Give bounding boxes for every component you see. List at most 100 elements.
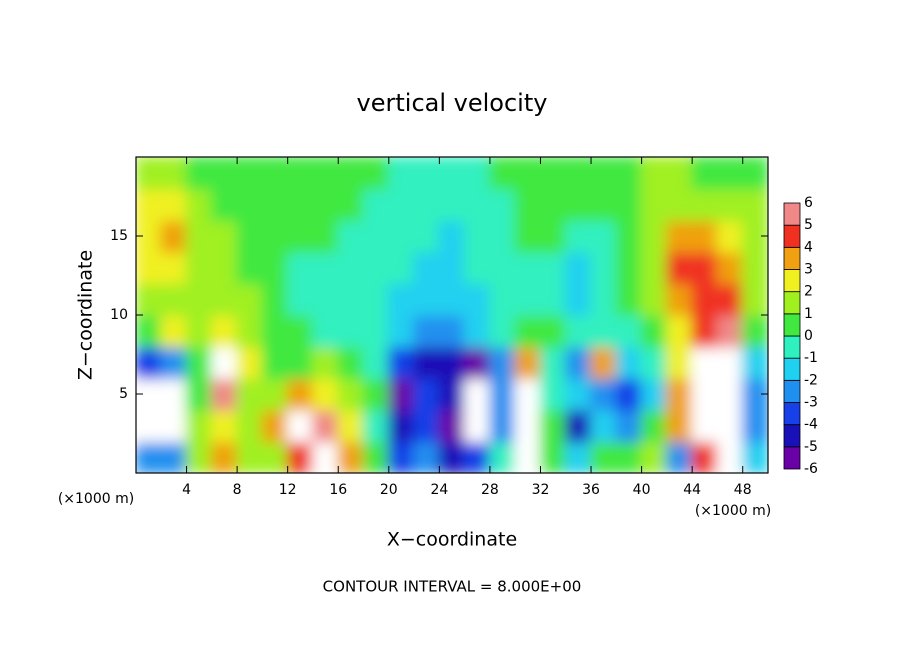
heat-cell [362,440,390,473]
heat-cell [236,314,264,348]
heat-cell [362,157,390,190]
heat-cell [691,250,719,285]
heat-cell [514,408,542,443]
heat-cell [261,187,289,222]
colorbar-swatch [783,424,801,448]
heat-cell [160,250,188,285]
heat-cell [640,314,668,348]
y-unit-label: (×1000 m) [58,491,134,507]
heat-cell [488,377,517,411]
heat-cell [136,345,163,380]
y-tick-label: 15 [110,228,128,244]
heat-cell [514,282,542,316]
heat-cell [716,157,744,190]
chart-title: vertical velocity [357,89,548,117]
colorbar-swatch [783,402,801,426]
x-axis-label: X−coordinate [387,529,517,551]
x-tick-label: 44 [683,482,701,498]
heat-cell [311,282,340,316]
heat-cell [261,377,289,411]
heat-cell [665,345,694,380]
heat-cell [210,314,239,348]
heat-cell [615,157,643,190]
heat-cell [261,345,289,380]
heat-cell [413,377,441,411]
heat-cell [539,377,567,411]
heat-cell [564,377,593,411]
heat-cell [514,157,542,190]
heat-cell [741,408,768,443]
colorbar-label: -4 [804,417,818,433]
heat-cell [413,345,441,380]
heat-cell [337,219,365,253]
heat-cell [716,219,744,253]
heat-cell [615,345,643,380]
heat-cell [413,187,441,222]
heat-cell [261,250,289,285]
heat-cell [136,314,163,348]
heat-cell [716,440,744,473]
heat-cell [590,440,618,473]
heat-cell [463,408,491,443]
heat-cell [488,250,517,285]
heat-cell [741,250,768,285]
heat-cell [463,250,491,285]
colorbar-label: 4 [804,239,813,255]
heat-cell [539,187,567,222]
heat-cell [615,377,643,411]
heat-cell [640,157,668,190]
x-tick-label: 12 [279,482,297,498]
heat-cell [539,345,567,380]
heat-cell [463,345,491,380]
heat-cell [286,157,314,190]
colorbar-label: 1 [804,306,813,322]
heat-cell [640,282,668,316]
heat-cell [185,282,213,316]
heat-cell [665,377,694,411]
heat-cell [286,377,314,411]
heat-cell [539,314,567,348]
heatmap-field [136,157,768,473]
heat-cell [337,408,365,443]
heat-cell [741,282,768,316]
heat-cell [362,314,390,348]
colorbar-label: 6 [804,195,813,211]
heat-cell [438,345,466,380]
colorbar-swatch [783,224,801,248]
heat-cell [665,219,694,253]
heat-cell [261,408,289,443]
heat-cell [160,219,188,253]
heat-cell [286,345,314,380]
heat-cell [741,440,768,473]
heat-cell [362,187,390,222]
colorbar-swatch [783,269,801,293]
heat-cell [514,440,542,473]
heat-cell [337,157,365,190]
heat-cell [438,282,466,316]
heat-cell [564,314,593,348]
heat-cell [311,440,340,473]
heat-cell [261,282,289,316]
colorbar: -6 -5 -4 -3 -2 -1 0 1 2 3 4 5 6 [783,195,818,477]
heatmap [136,157,768,473]
heat-cell [337,187,365,222]
heat-cell [539,157,567,190]
colorbar-label: 2 [804,284,813,300]
heat-cell [691,408,719,443]
heat-cell [488,187,517,222]
heat-cell [136,408,163,443]
y-axis-label: Z−coordinate [75,250,97,380]
heat-cell [514,219,542,253]
x-tick-label: 20 [380,482,398,498]
heat-cell [438,314,466,348]
colorbar-swatch [783,446,801,470]
heat-cell [311,219,340,253]
heat-cell [463,282,491,316]
heat-cell [438,250,466,285]
heat-cell [640,250,668,285]
heat-cell [514,187,542,222]
heat-cell [210,408,239,443]
heat-cell [438,187,466,222]
heat-cell [413,282,441,316]
heat-cell [286,187,314,222]
